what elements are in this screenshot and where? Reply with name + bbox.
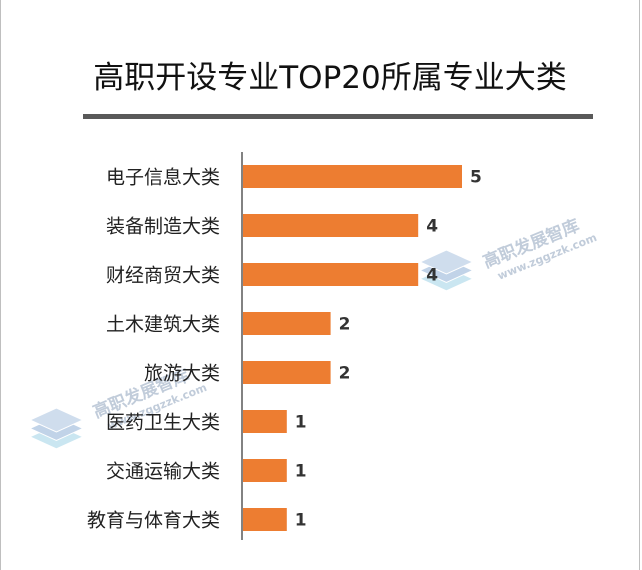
bar [243, 459, 287, 482]
bar [243, 165, 462, 188]
category-label: 教育与体育大类 [87, 510, 220, 532]
bar [243, 410, 287, 433]
value-label: 4 [426, 217, 438, 237]
category-label: 旅游大类 [144, 363, 220, 385]
value-label: 1 [295, 511, 307, 531]
category-label: 医药卫生大类 [106, 412, 220, 434]
category-label: 装备制造大类 [106, 216, 220, 238]
bar [243, 263, 419, 286]
bar [243, 312, 331, 335]
chart-title: 高职开设专业TOP20所属专业大类 [93, 60, 567, 96]
category-label: 电子信息大类 [106, 167, 220, 189]
title-underline [83, 114, 593, 119]
value-label: 5 [470, 168, 482, 188]
category-label: 交通运输大类 [106, 461, 220, 483]
value-label: 2 [339, 364, 351, 384]
value-label: 4 [426, 266, 438, 286]
stacked-layers-icon [28, 407, 85, 450]
stacked-layers-icon [418, 249, 475, 292]
bar [243, 361, 331, 384]
value-label: 1 [295, 413, 307, 433]
bar [243, 508, 287, 531]
category-label: 土木建筑大类 [106, 314, 220, 336]
bar [243, 214, 419, 237]
value-label: 1 [295, 462, 307, 482]
value-label: 2 [339, 315, 351, 335]
category-label: 财经商贸大类 [106, 265, 220, 287]
bar-group: 电子信息大类 5 装备制造大类 4 财经商贸大类 4 土木建筑大类 2 旅游大类 2 医药卫生大类 1… [87, 165, 482, 532]
